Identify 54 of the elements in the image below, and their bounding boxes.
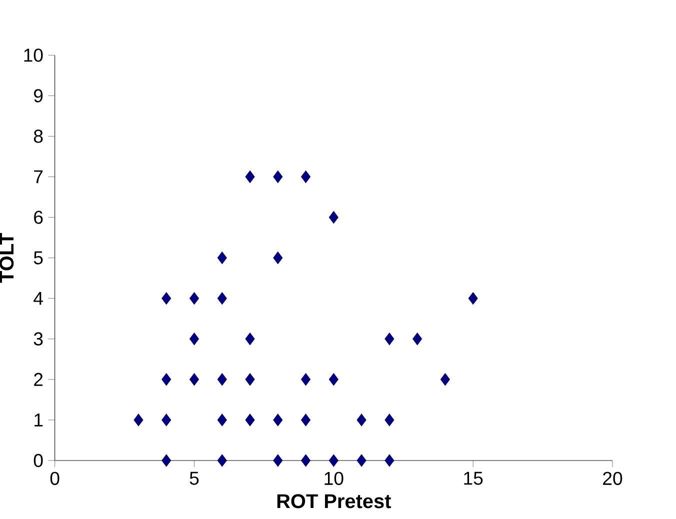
- point: [412, 332, 422, 346]
- y-tick-label: 6: [34, 210, 43, 224]
- point: [273, 252, 283, 264]
- point: [134, 414, 144, 426]
- point: [162, 373, 172, 386]
- y-tick-label: 7: [34, 170, 43, 184]
- point: [217, 454, 227, 467]
- y-tick-label: 4: [34, 292, 43, 305]
- y-tick-label: 1: [34, 414, 43, 426]
- point: [328, 454, 338, 467]
- point: [217, 373, 227, 386]
- point: [162, 454, 172, 467]
- point: [384, 332, 394, 346]
- point: [384, 454, 394, 467]
- point: [217, 414, 227, 426]
- y-tick-label: 5: [34, 251, 43, 264]
- point: [189, 292, 199, 305]
- x-tick-label: 0: [50, 472, 60, 485]
- point: [245, 414, 255, 426]
- x-tick-label: 20: [603, 472, 622, 485]
- y-tick-label: 8: [34, 130, 43, 143]
- point: [217, 252, 227, 264]
- y-tick-label: 3: [34, 332, 43, 346]
- point: [301, 170, 311, 183]
- x-tick-label: 15: [464, 472, 483, 485]
- point: [245, 170, 255, 183]
- point: [245, 373, 255, 386]
- x-axis-title: ROT Pretest: [277, 494, 391, 508]
- y-axis-title: TOLT: [0, 232, 14, 283]
- point: [273, 414, 283, 426]
- point: [468, 292, 478, 305]
- point: [162, 292, 172, 305]
- x-tick-label: 5: [190, 472, 199, 485]
- y-tick-label: 2: [34, 372, 43, 386]
- point: [301, 373, 311, 386]
- point: [301, 414, 311, 426]
- point: [440, 373, 450, 386]
- point: [328, 373, 338, 386]
- point: [356, 454, 366, 467]
- point: [189, 332, 199, 346]
- point: [384, 414, 394, 426]
- point: [162, 414, 172, 426]
- y-tick-label: 10: [24, 48, 43, 62]
- point: [273, 170, 283, 183]
- y-tick-label: 9: [34, 89, 43, 102]
- x-tick-label: 10: [324, 472, 344, 485]
- point: [328, 211, 338, 224]
- point: [356, 414, 366, 426]
- point: [273, 454, 283, 467]
- point: [189, 373, 199, 386]
- point: [301, 454, 311, 467]
- point: [217, 292, 227, 305]
- y-tick-label: 0: [34, 454, 43, 468]
- point: [245, 332, 255, 346]
